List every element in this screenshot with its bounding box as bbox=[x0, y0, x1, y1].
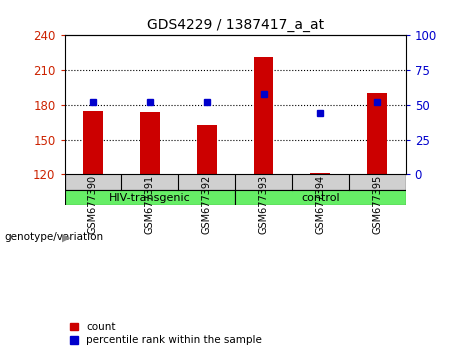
Text: GSM677395: GSM677395 bbox=[372, 175, 382, 234]
Text: HIV-transgenic: HIV-transgenic bbox=[109, 193, 191, 202]
Bar bbox=[65, 190, 235, 205]
Text: GSM677392: GSM677392 bbox=[201, 175, 212, 234]
Bar bbox=[83, 111, 103, 175]
Bar bbox=[140, 112, 160, 175]
Text: GSM677394: GSM677394 bbox=[315, 175, 325, 234]
Legend: count, percentile rank within the sample: count, percentile rank within the sample bbox=[70, 322, 262, 345]
Text: ▶: ▶ bbox=[62, 232, 71, 242]
Bar bbox=[235, 190, 406, 205]
Text: GSM677390: GSM677390 bbox=[88, 175, 98, 234]
Title: GDS4229 / 1387417_a_at: GDS4229 / 1387417_a_at bbox=[147, 18, 324, 32]
Text: GSM677393: GSM677393 bbox=[259, 175, 269, 234]
Bar bbox=[367, 93, 387, 175]
Bar bbox=[65, 175, 406, 190]
Text: control: control bbox=[301, 193, 340, 202]
Bar bbox=[197, 125, 217, 175]
Bar bbox=[254, 57, 273, 175]
Text: genotype/variation: genotype/variation bbox=[5, 232, 104, 242]
Bar bbox=[310, 173, 331, 175]
Text: GSM677391: GSM677391 bbox=[145, 175, 155, 234]
